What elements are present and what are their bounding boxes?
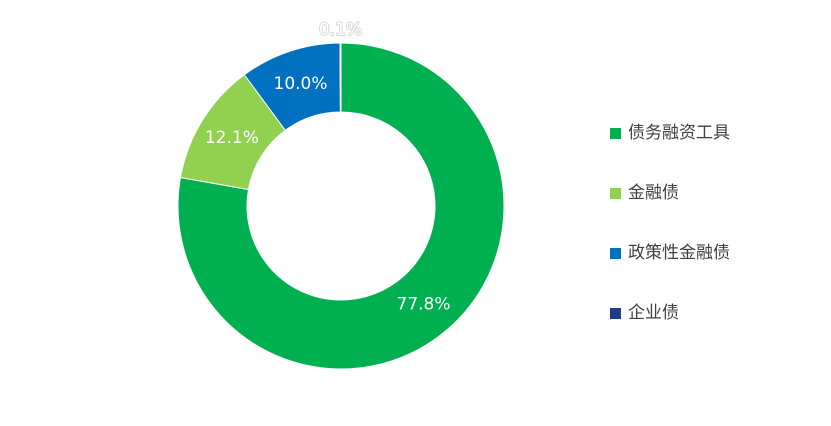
legend-label: 金融债 (628, 183, 679, 203)
donut-slice-enterprise-bonds (339, 42, 342, 113)
legend-label: 企业债 (628, 303, 679, 323)
legend-swatch (610, 188, 621, 199)
data-label-financial-bonds: 12.1% (205, 128, 259, 148)
legend-swatch (610, 308, 621, 319)
legend-label: 政策性金融债 (628, 243, 730, 263)
legend-swatch (610, 128, 621, 139)
data-label-policy-bank-bonds: 10.0% (274, 74, 328, 94)
donut-slice-debt-financing (177, 42, 505, 370)
legend-label: 债务融资工具 (628, 123, 730, 143)
data-label-debt-financing: 77.8% (397, 294, 451, 314)
data-label-enterprise-bonds: 0.1% (319, 20, 362, 40)
legend-swatch (610, 248, 621, 259)
